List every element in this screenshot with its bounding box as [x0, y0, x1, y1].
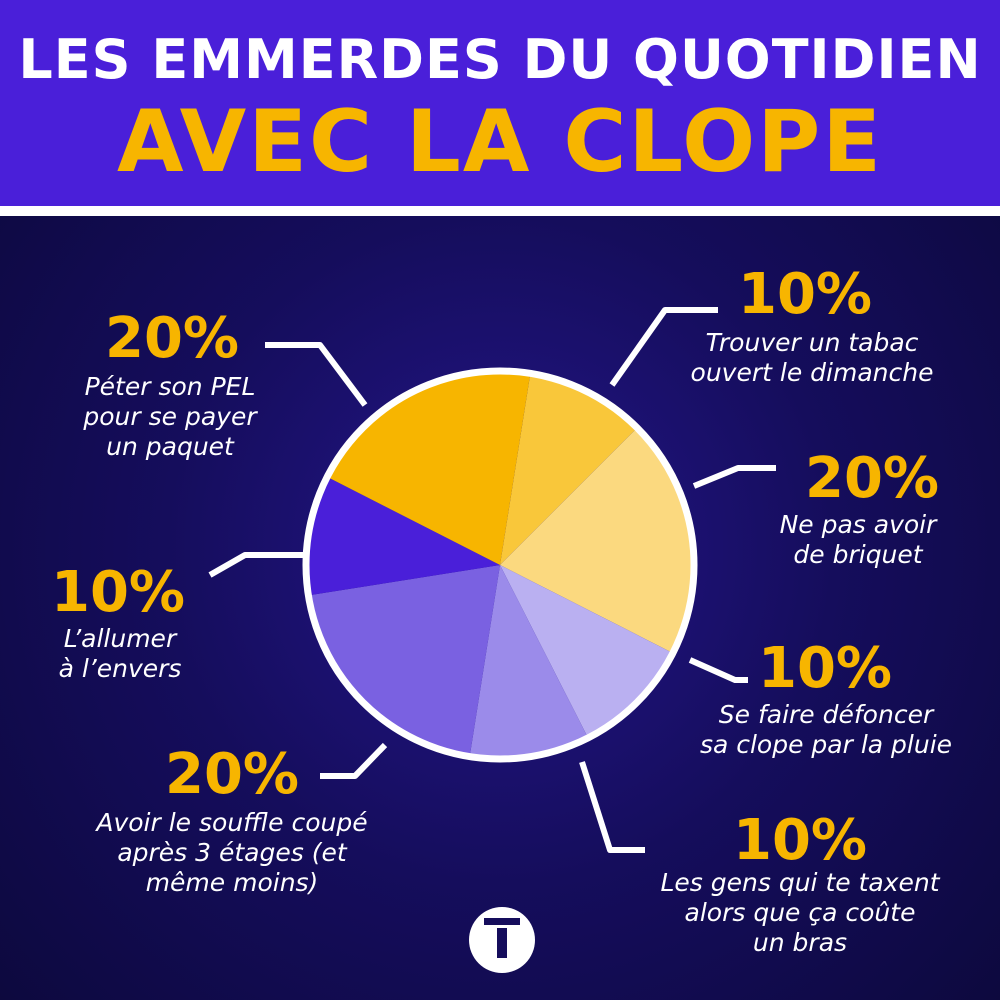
- value-label: 20%: [804, 446, 940, 511]
- pie-border: [302, 367, 698, 763]
- leader-line: [692, 465, 776, 489]
- pie-slice: [308, 565, 500, 757]
- leader-line: [688, 657, 748, 683]
- slice-label: Trouver un tabac ouvert le dimanche: [690, 328, 934, 387]
- pie-slice: [500, 565, 673, 738]
- logo: [469, 907, 535, 973]
- value-label: 10%: [737, 262, 873, 327]
- leader-line: [579, 761, 645, 853]
- leader-line: [320, 742, 388, 779]
- pie-slice: [306, 476, 500, 596]
- pie-slice: [469, 565, 589, 759]
- leader-line: [208, 552, 305, 578]
- slice-label: Ne pas avoir de briquet: [779, 510, 937, 569]
- slice-label: Avoir le souffle coupé après 3 étages (e…: [96, 808, 368, 897]
- leader-line: [265, 342, 368, 407]
- pie-slice: [500, 427, 694, 654]
- chart-title: LES EMMERDES DU QUOTIDIEN: [18, 28, 982, 91]
- header: LES EMMERDES DU QUOTIDIEN AVEC LA CLOPE: [0, 0, 1000, 216]
- value-label: 10%: [50, 560, 186, 625]
- chart-subtitle: AVEC LA CLOPE: [116, 92, 884, 192]
- slice-label: L’allumer à l’envers: [58, 624, 182, 683]
- pie-slice: [327, 370, 531, 565]
- pie-slice: [500, 373, 638, 565]
- value-label: 10%: [757, 636, 893, 701]
- leader-line: [609, 307, 718, 387]
- slice-label: Se faire défoncer sa clope par la pluie: [699, 700, 953, 759]
- slice-label: Péter son PEL pour se payer un paquet: [83, 372, 257, 461]
- slice-label: Les gens qui te taxent alors que ça coût…: [660, 868, 940, 957]
- value-label: 20%: [164, 742, 300, 807]
- value-label: 10%: [732, 808, 868, 873]
- value-label: 20%: [104, 306, 240, 371]
